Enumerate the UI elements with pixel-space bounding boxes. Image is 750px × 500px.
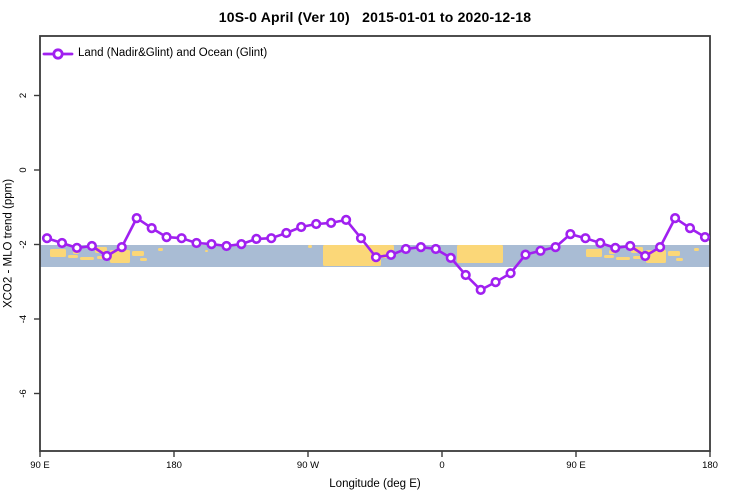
data-point-marker	[505, 268, 516, 279]
data-point-marker	[116, 242, 127, 253]
map-strip-land-patch	[604, 255, 614, 258]
data-point-marker	[490, 277, 501, 288]
x-axis-label: Longitude (deg E)	[329, 478, 421, 490]
data-point-marker	[176, 233, 187, 244]
map-strip-land-patch	[50, 249, 66, 257]
data-point-marker	[520, 249, 531, 260]
data-point-marker	[400, 243, 412, 255]
data-point-marker	[595, 237, 606, 249]
data-point-marker	[191, 237, 202, 249]
map-strip-land-patch	[140, 258, 147, 261]
data-point-marker	[311, 218, 322, 230]
data-point-marker	[101, 250, 112, 262]
data-point-marker	[669, 213, 681, 224]
data-point-marker	[236, 239, 247, 250]
data-point-marker	[355, 233, 367, 244]
data-point-marker	[206, 239, 217, 250]
map-strip-land-patch	[68, 255, 78, 258]
map-strip-land-patch	[586, 249, 602, 257]
data-point-marker	[341, 214, 352, 225]
data-point-marker	[460, 269, 471, 281]
data-point-marker	[296, 221, 307, 233]
map-strip-land-patch	[80, 257, 94, 260]
data-point-marker	[535, 245, 546, 256]
map-strip-land-patch	[132, 251, 144, 256]
chart-title: 10S-0 April (Ver 10) 2015-01-01 to 2020-…	[218, 9, 532, 25]
y-tick-label: -2	[18, 240, 29, 248]
data-point-marker	[415, 242, 427, 253]
legend-marker-sample	[52, 48, 64, 60]
y-tick-label: -4	[18, 315, 29, 323]
data-point-marker	[281, 227, 292, 239]
data-point-marker	[266, 233, 277, 244]
data-point-marker	[161, 232, 172, 243]
data-point-marker	[430, 243, 441, 255]
x-tick-label: 180	[166, 460, 182, 471]
x-tick-label: 90 W	[297, 460, 319, 471]
y-tick-label: -6	[18, 389, 29, 397]
x-tick-label: 180	[702, 460, 718, 471]
map-strip-land-patch	[205, 250, 208, 252]
x-tick-label: 90 E	[566, 460, 586, 471]
data-point-marker	[699, 232, 711, 243]
data-point-marker	[625, 240, 636, 252]
legend-label: Land (Nadir&Glint) and Ocean (Glint)	[78, 47, 268, 59]
map-strip-land-patch	[694, 248, 699, 251]
data-point-marker	[86, 240, 97, 252]
map-strip-land-patch	[110, 250, 130, 263]
data-point-marker	[131, 213, 142, 224]
data-point-marker	[385, 249, 397, 260]
data-point-marker	[221, 240, 232, 252]
map-strip-land-patch	[323, 245, 381, 266]
data-point-marker	[56, 237, 68, 249]
data-point-marker	[640, 250, 651, 262]
data-point-marker	[550, 242, 561, 253]
data-point-marker	[71, 242, 82, 253]
data-point-marker	[684, 223, 696, 234]
data-point-marker	[146, 223, 157, 234]
map-strip-land-patch	[616, 257, 630, 260]
map-strip-land-patch	[668, 251, 680, 256]
data-point-marker	[565, 229, 576, 240]
data-point-marker	[654, 242, 666, 253]
map-strip-land-patch	[158, 248, 163, 251]
map-strip-land-patch	[308, 245, 312, 248]
y-tick-label: 2	[18, 93, 29, 98]
data-point-marker	[580, 233, 591, 244]
map-strip-land-patch	[457, 245, 503, 263]
data-point-marker	[475, 284, 486, 296]
plot-box	[39, 35, 711, 452]
x-tick-label: 90 E	[30, 460, 50, 471]
data-point-marker	[326, 217, 337, 228]
x-tick-label: 0	[439, 460, 444, 471]
map-strip-land-patch	[676, 258, 683, 261]
data-point-marker	[251, 233, 262, 244]
data-point-marker	[610, 242, 621, 253]
y-tick-label: 0	[18, 167, 29, 172]
data-point-marker	[445, 252, 456, 263]
data-point-marker	[370, 252, 382, 263]
data-point-marker	[41, 233, 53, 244]
